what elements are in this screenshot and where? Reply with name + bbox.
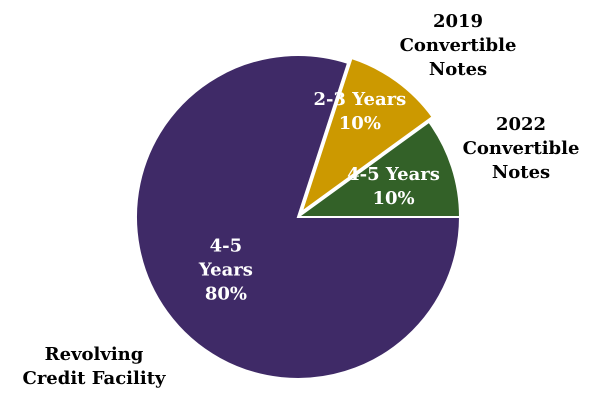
pie-slice-1 <box>294 120 462 218</box>
slice-category-label-2: Revolving Credit Facility <box>23 344 167 389</box>
slice-category-label-line: 2022 <box>496 114 546 135</box>
slice-data-label-line: 10% <box>339 113 381 134</box>
pie-slice-0 <box>299 56 434 215</box>
slice-category-label-line: 2019 <box>433 11 483 32</box>
slice-data-label-2: 4-5 Years 80% <box>198 235 253 304</box>
slice-data-label-line: Years <box>198 259 253 280</box>
slice-category-label-line: Credit Facility <box>23 368 167 389</box>
slice-category-label-0: 2019 Convertible Notes <box>400 11 517 80</box>
slice-data-label-line: 80% <box>205 283 247 304</box>
slice-category-label-line: Revolving <box>45 344 144 365</box>
slice-data-label-1: 4-5 Years 10% <box>347 164 440 209</box>
slice-category-label-line: Convertible <box>400 35 517 56</box>
slice-category-label-1: 2022 Convertible Notes <box>463 114 580 183</box>
slice-data-label-line: 2-3 Years <box>313 89 406 110</box>
slice-category-label-line: Convertible <box>463 138 580 159</box>
slice-data-label-line: 10% <box>372 188 414 209</box>
slice-category-label-line: Notes <box>492 162 550 183</box>
labels-layer: 2-3 Years 10% 2019 Convertible Notes 4-5 Year… <box>23 11 580 389</box>
slice-category-label-line: Notes <box>429 59 487 80</box>
pie-slice-2 <box>135 54 462 380</box>
slice-data-label-line: 4-5 Years <box>347 164 440 185</box>
slices-layer <box>135 54 462 380</box>
slice-data-label-line: 4-5 <box>210 235 243 256</box>
slice-data-label-0: 2-3 Years 10% <box>313 89 406 134</box>
